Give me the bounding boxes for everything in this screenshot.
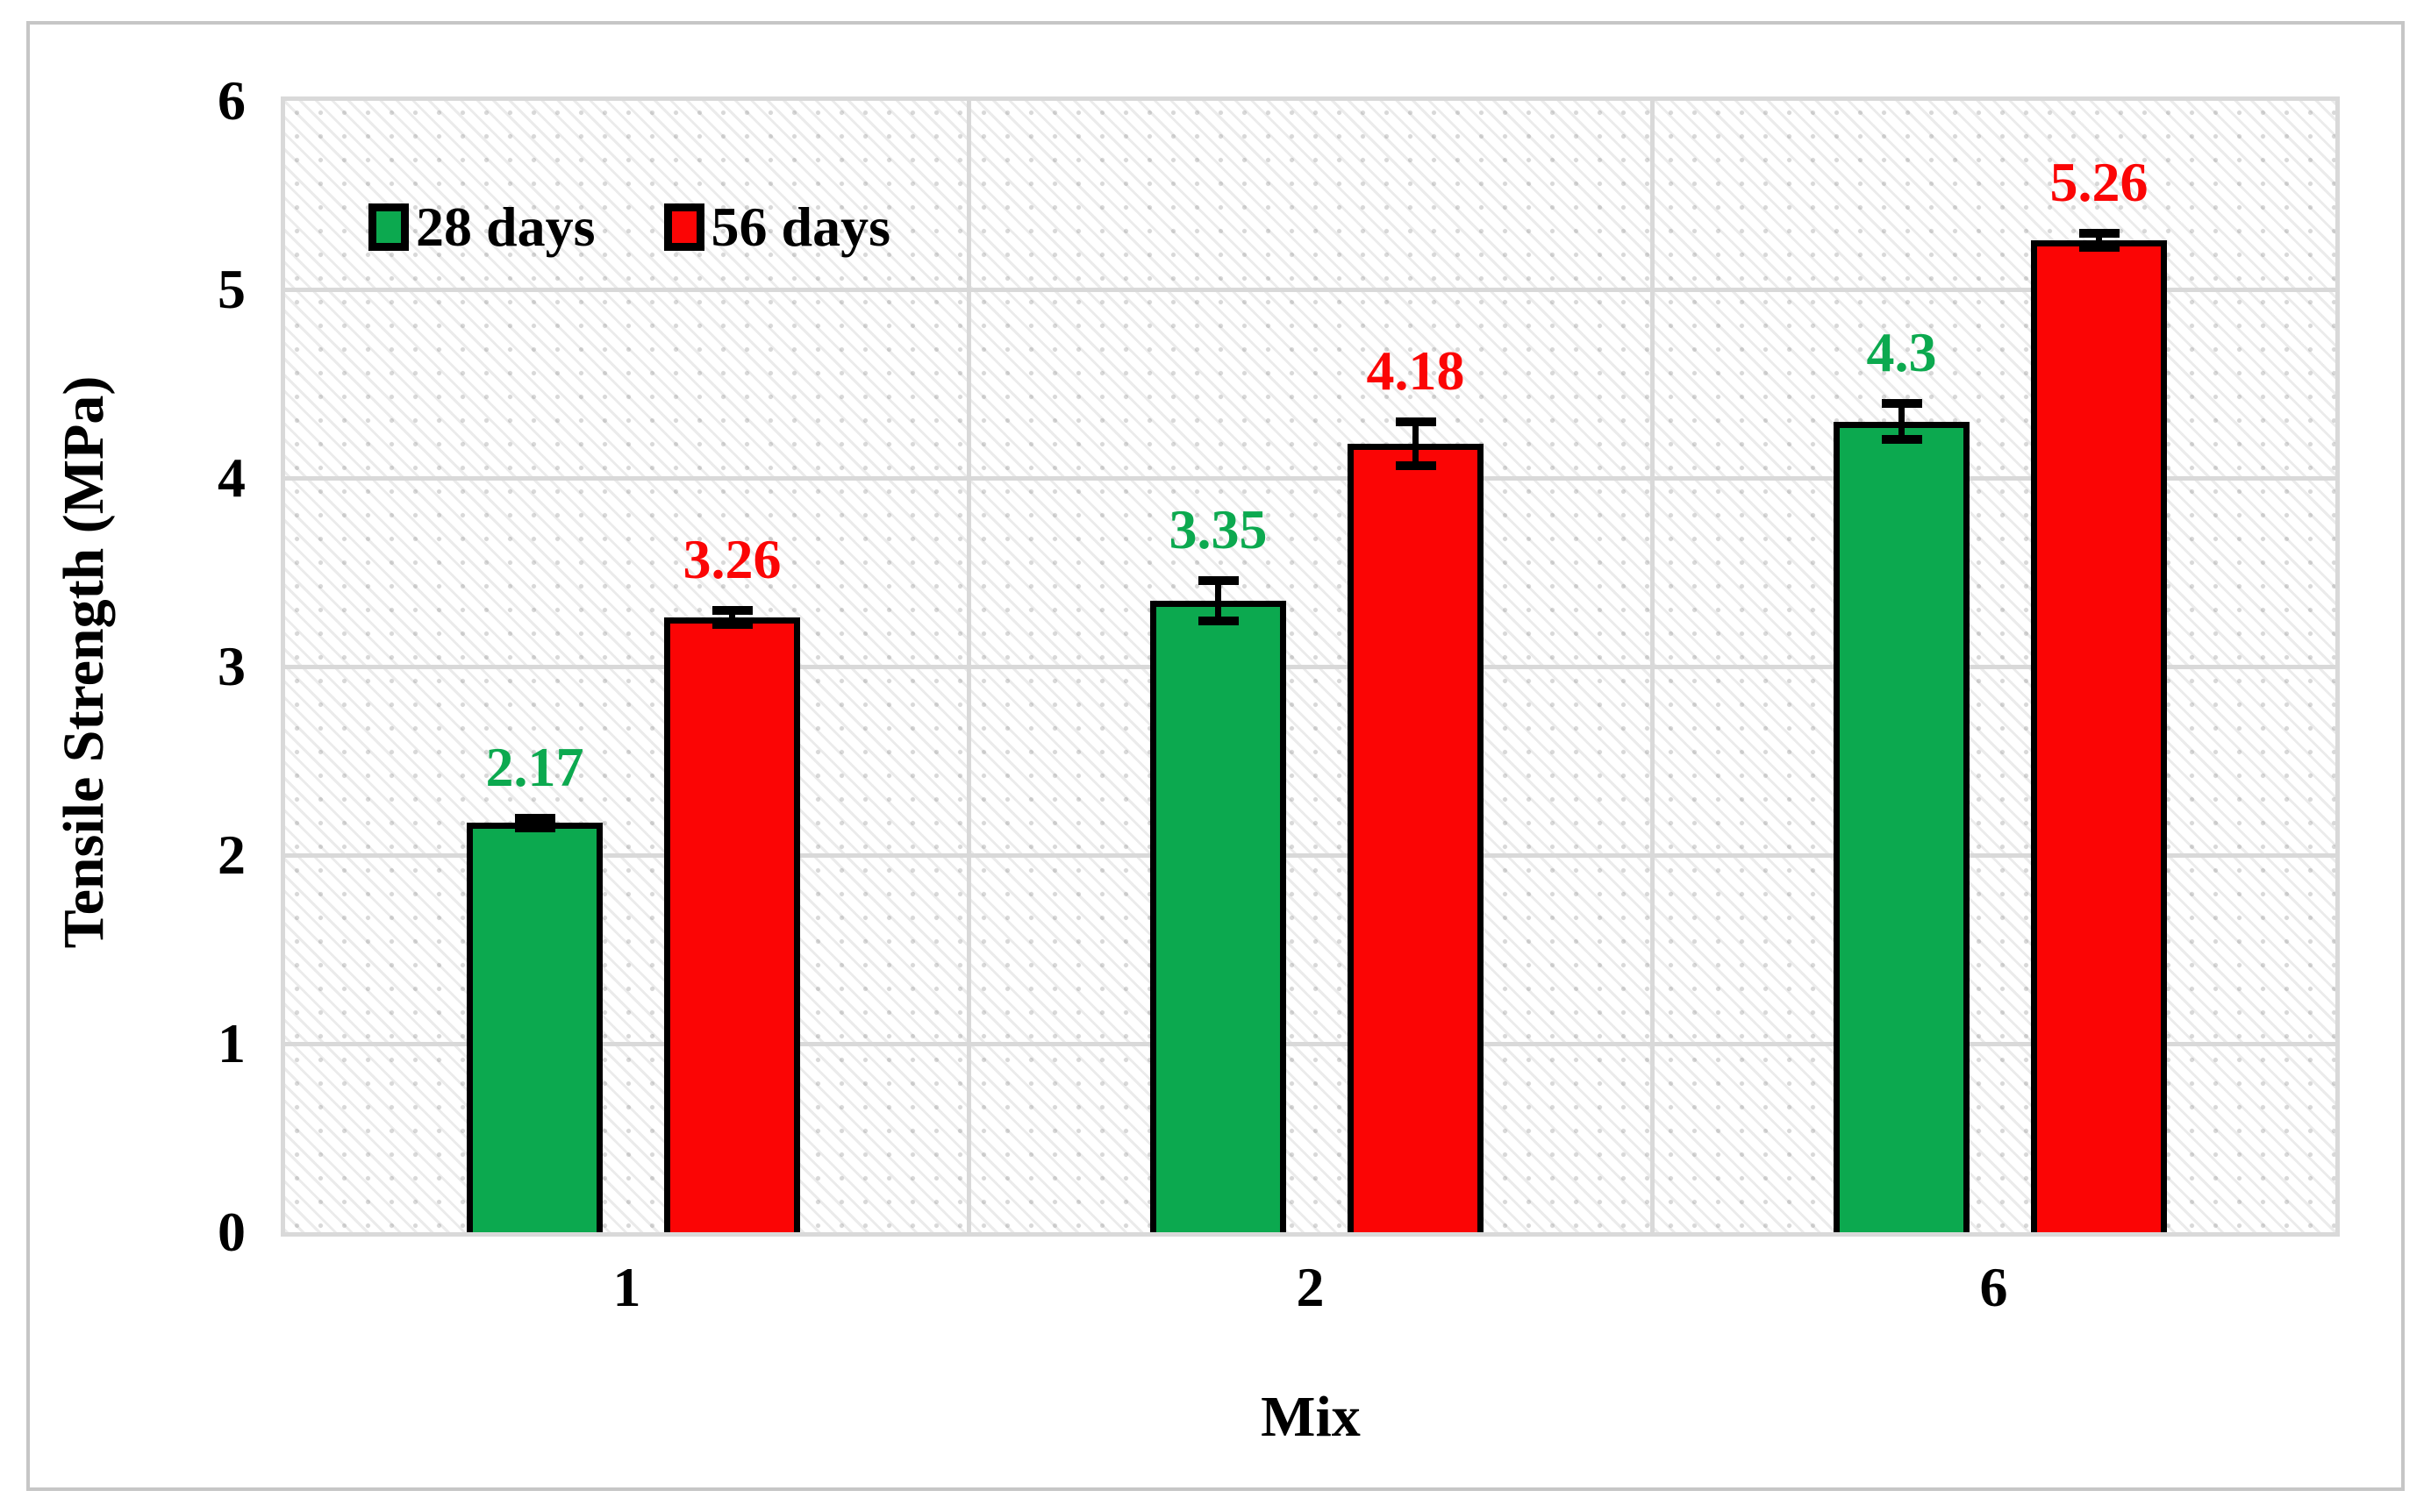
error-bar-stem bbox=[1412, 417, 1419, 471]
y-tick-label-2: 2 bbox=[218, 824, 246, 886]
error-bar-cap-top bbox=[1395, 417, 1436, 427]
value-label-56-days-mix-2: 4.18 bbox=[1366, 339, 1465, 403]
y-tick-label-0: 0 bbox=[218, 1201, 246, 1263]
gridline-y-5 bbox=[285, 288, 2335, 292]
category-separator-1 bbox=[967, 101, 971, 1232]
error-bar-cap-top bbox=[1881, 398, 1922, 408]
bar-56-days-mix-6 bbox=[2031, 240, 2167, 1232]
gridline-y-3 bbox=[285, 665, 2335, 669]
y-tick-label-3: 3 bbox=[218, 635, 246, 697]
bar-28-days-mix-2 bbox=[1150, 600, 1286, 1232]
x-tick-label-1: 1 bbox=[612, 1256, 641, 1318]
y-tick-label-6: 6 bbox=[218, 69, 246, 132]
error-bar-56-days-mix-1 bbox=[711, 606, 753, 629]
error-bar-cap-bottom bbox=[514, 824, 555, 833]
x-tick-label-2: 2 bbox=[1296, 1256, 1325, 1318]
legend-item-56-days: 56 days bbox=[663, 196, 891, 258]
value-label-28-days-mix-6: 4.3 bbox=[1866, 320, 1937, 383]
plot-area: 2.17 3.26 3.35 4.18 4.3 5.26 28 days 56 days bbox=[281, 96, 2340, 1237]
bar-28-days-mix-6 bbox=[1834, 421, 1970, 1232]
x-axis-title: Mix bbox=[1261, 1385, 1361, 1449]
error-bar-stem bbox=[1215, 575, 1221, 625]
error-bar-cap-top bbox=[514, 813, 555, 823]
value-label-28-days-mix-2: 3.35 bbox=[1169, 497, 1268, 560]
value-label-56-days-mix-1: 3.26 bbox=[683, 528, 782, 591]
error-bar-28-days-mix-6 bbox=[1881, 398, 1922, 445]
category-separator-2 bbox=[1650, 101, 1655, 1232]
value-label-56-days-mix-6: 5.26 bbox=[2049, 151, 2149, 214]
legend-label: 56 days bbox=[711, 196, 891, 258]
bar-56-days-mix-1 bbox=[664, 617, 800, 1232]
gridline-y-2 bbox=[285, 853, 2335, 858]
gridline-y-1 bbox=[285, 1042, 2335, 1046]
error-bar-stem bbox=[1898, 398, 1905, 445]
error-bar-stem bbox=[2096, 229, 2102, 252]
error-bar-56-days-mix-6 bbox=[2078, 229, 2120, 252]
error-bar-cap-top bbox=[2078, 229, 2120, 239]
y-tick-label-5: 5 bbox=[218, 258, 246, 320]
x-tick-label-6: 6 bbox=[1979, 1256, 2008, 1318]
bar-56-days-mix-2 bbox=[1348, 444, 1484, 1232]
error-bar-stem bbox=[532, 813, 538, 833]
error-bar-cap-top bbox=[711, 606, 753, 616]
legend: 28 days 56 days bbox=[368, 199, 890, 255]
error-bar-cap-bottom bbox=[1198, 616, 1239, 625]
error-bar-28-days-mix-1 bbox=[514, 813, 555, 833]
legend-swatch-56-days bbox=[663, 203, 704, 251]
error-bar-cap-bottom bbox=[711, 620, 753, 629]
y-tick-label-4: 4 bbox=[218, 446, 246, 509]
legend-label: 28 days bbox=[416, 196, 596, 258]
error-bar-cap-bottom bbox=[1881, 435, 1922, 445]
y-tick-label-1: 1 bbox=[218, 1012, 246, 1074]
error-bar-28-days-mix-2 bbox=[1198, 575, 1239, 625]
legend-swatch-28-days bbox=[368, 203, 409, 251]
value-label-28-days-mix-1: 2.17 bbox=[485, 735, 584, 798]
chart-frame: Tensile Strength (MPa) 2.17 3.26 3.35 4.18 4… bbox=[26, 21, 2405, 1491]
error-bar-cap-top bbox=[1198, 575, 1239, 585]
error-bar-stem bbox=[729, 606, 735, 629]
gridline-y-4 bbox=[285, 476, 2335, 481]
bar-28-days-mix-1 bbox=[467, 823, 603, 1232]
legend-item-28-days: 28 days bbox=[368, 199, 596, 255]
error-bar-cap-bottom bbox=[1395, 461, 1436, 471]
error-bar-cap-bottom bbox=[2078, 243, 2120, 252]
error-bar-56-days-mix-2 bbox=[1395, 417, 1436, 471]
